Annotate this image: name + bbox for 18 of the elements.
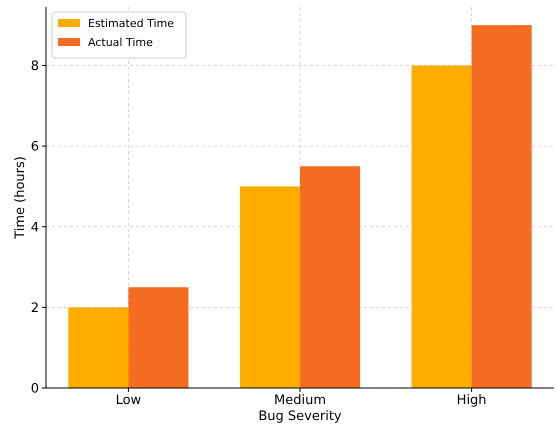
y-tick-label: 0 bbox=[30, 382, 39, 397]
y-axis-title: Time (hours) bbox=[13, 156, 28, 240]
legend-label: Estimated Time bbox=[88, 16, 174, 30]
bar bbox=[472, 25, 532, 388]
bar bbox=[300, 166, 360, 388]
legend-label: Actual Time bbox=[88, 36, 154, 49]
y-tick-label: 6 bbox=[30, 140, 39, 155]
y-tick-label: 2 bbox=[30, 300, 39, 316]
bar bbox=[412, 65, 472, 388]
x-tick-label: Low bbox=[116, 393, 142, 408]
y-tick-label: 4 bbox=[30, 220, 39, 236]
bar bbox=[68, 307, 128, 388]
bar bbox=[128, 287, 188, 388]
x-tick-label: Medium bbox=[274, 393, 326, 408]
y-tick-label: 8 bbox=[30, 59, 39, 74]
x-axis-title: Bug Severity bbox=[258, 409, 342, 424]
bar bbox=[240, 186, 300, 388]
x-tick-label: High bbox=[456, 393, 487, 408]
